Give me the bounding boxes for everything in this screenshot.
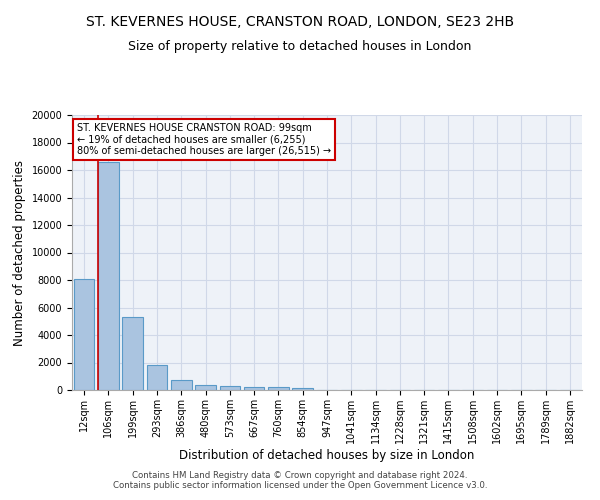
Bar <box>244 387 265 390</box>
Text: Contains HM Land Registry data © Crown copyright and database right 2024.
Contai: Contains HM Land Registry data © Crown c… <box>113 470 487 490</box>
Bar <box>195 385 216 390</box>
Text: ST. KEVERNES HOUSE CRANSTON ROAD: 99sqm
← 19% of detached houses are smaller (6,: ST. KEVERNES HOUSE CRANSTON ROAD: 99sqm … <box>77 123 331 156</box>
Bar <box>146 364 167 390</box>
Bar <box>292 388 313 390</box>
Text: ST. KEVERNES HOUSE, CRANSTON ROAD, LONDON, SE23 2HB: ST. KEVERNES HOUSE, CRANSTON ROAD, LONDO… <box>86 15 514 29</box>
Bar <box>220 386 240 390</box>
Y-axis label: Number of detached properties: Number of detached properties <box>13 160 26 346</box>
Bar <box>268 388 289 390</box>
Bar <box>122 317 143 390</box>
Text: Size of property relative to detached houses in London: Size of property relative to detached ho… <box>128 40 472 53</box>
Bar <box>74 278 94 390</box>
Bar <box>171 380 191 390</box>
Bar <box>98 162 119 390</box>
X-axis label: Distribution of detached houses by size in London: Distribution of detached houses by size … <box>179 448 475 462</box>
